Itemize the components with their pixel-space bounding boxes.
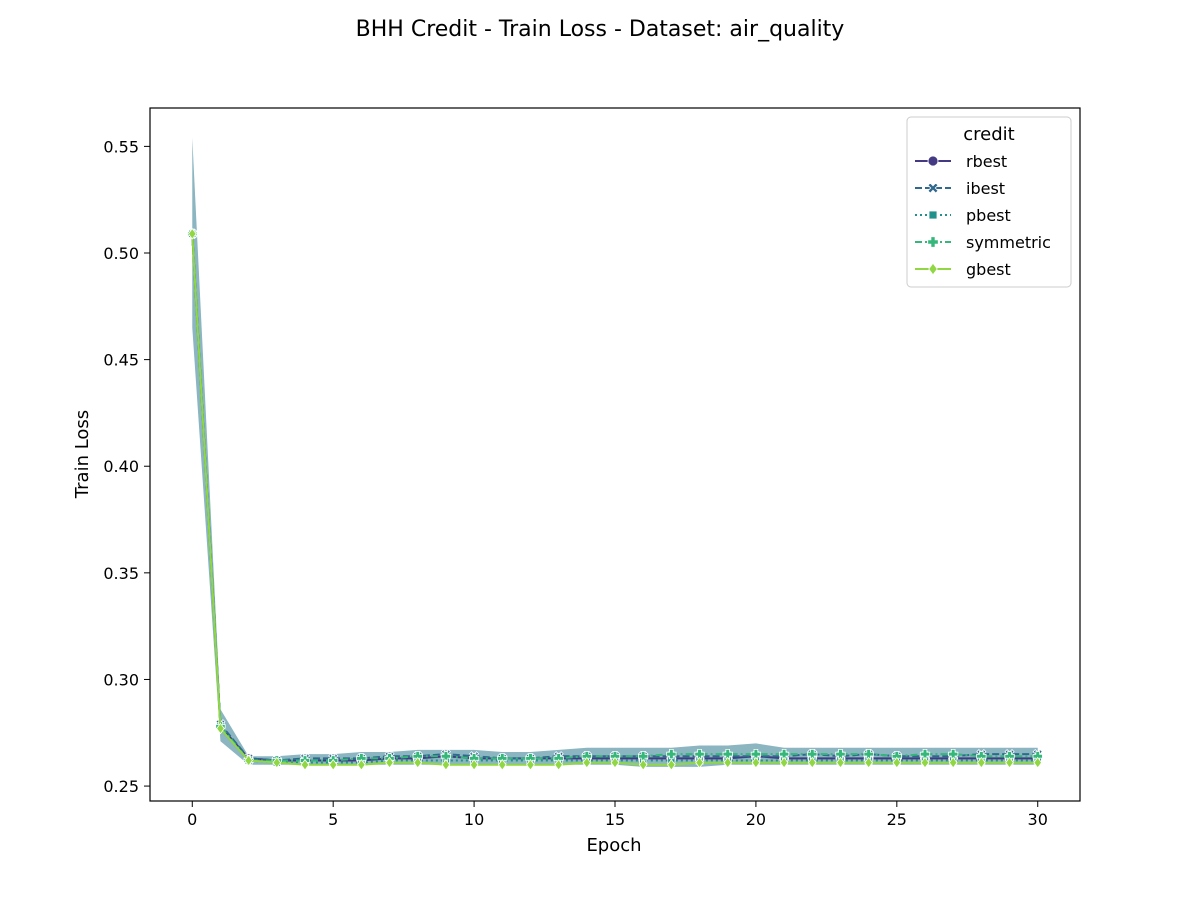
y-tick-label: 0.55 bbox=[103, 137, 139, 156]
legend-label-ibest: ibest bbox=[966, 179, 1005, 198]
data-point-gbest bbox=[469, 758, 479, 771]
legend-marker-pbest bbox=[928, 210, 938, 220]
data-point-symmetric bbox=[750, 748, 762, 760]
data-point-gbest bbox=[977, 756, 986, 769]
data-point-gbest bbox=[751, 756, 761, 769]
data-point-gbest bbox=[892, 756, 902, 769]
series-line-rbest bbox=[191, 233, 1038, 762]
data-point-gbest bbox=[526, 758, 535, 771]
data-point-gbest bbox=[554, 758, 563, 771]
y-axis-label: Train Loss bbox=[72, 410, 93, 499]
data-point-gbest bbox=[948, 756, 958, 769]
series-line-symmetric bbox=[191, 233, 1038, 762]
legend-label-gbest: gbest bbox=[966, 260, 1011, 279]
legend-marker-rbest bbox=[927, 155, 939, 167]
data-point-symmetric bbox=[638, 751, 649, 762]
y-tick-label: 0.50 bbox=[103, 244, 139, 263]
data-point-symmetric bbox=[778, 748, 790, 760]
y-tick-label: 0.30 bbox=[103, 670, 139, 689]
x-tick-label: 25 bbox=[887, 810, 907, 829]
x-tick-label: 0 bbox=[187, 810, 197, 829]
x-tick-label: 5 bbox=[328, 810, 338, 829]
y-tick-label: 0.25 bbox=[103, 777, 139, 796]
data-point-gbest bbox=[695, 756, 704, 769]
plot-area: 0 5 10 15 20 25 30 0.25 0.30 0.35 0.40 0.45 0.50 0.55 bbox=[103, 107, 1081, 829]
data-point-gbest bbox=[497, 758, 507, 771]
x-tick-label: 30 bbox=[1028, 810, 1048, 829]
data-point-symmetric bbox=[919, 748, 931, 760]
series-line-gbest bbox=[191, 233, 1038, 766]
data-point-symmetric bbox=[807, 748, 818, 760]
data-point-gbest bbox=[413, 756, 423, 769]
data-point-symmetric bbox=[722, 748, 733, 760]
legend-frame bbox=[906, 116, 1072, 288]
data-point-gbest bbox=[610, 756, 620, 769]
data-point-gbest bbox=[244, 754, 253, 767]
x-tick-label: 10 bbox=[464, 810, 484, 829]
data-point-gbest bbox=[920, 756, 930, 769]
legend-marker-ibest bbox=[927, 182, 939, 194]
data-point-gbest bbox=[638, 758, 648, 771]
data-point-gbest bbox=[582, 756, 592, 769]
x-axis-label: Epoch bbox=[586, 835, 641, 856]
data-point-gbest bbox=[441, 758, 451, 771]
y-tick-label: 0.35 bbox=[103, 564, 139, 583]
series-line-ibest bbox=[191, 233, 1038, 762]
data-point-symmetric bbox=[694, 748, 705, 760]
legend-marker-gbest bbox=[928, 262, 938, 276]
chart-title: BHH Credit - Train Loss - Dataset: air_q… bbox=[356, 17, 845, 42]
data-point-gbest bbox=[723, 756, 733, 769]
y-tick-label: 0.45 bbox=[103, 351, 139, 370]
data-point-gbest bbox=[779, 756, 789, 769]
y-tick-label: 0.40 bbox=[103, 457, 139, 476]
series-line-pbest bbox=[191, 233, 1038, 764]
data-point-gbest bbox=[328, 758, 338, 771]
data-point-gbest bbox=[216, 722, 225, 735]
legend-label-symmetric: symmetric bbox=[966, 233, 1051, 252]
data-point-symmetric bbox=[666, 748, 677, 760]
data-point-gbest bbox=[1005, 756, 1014, 769]
data-point-gbest bbox=[1033, 756, 1043, 769]
data-point-gbest bbox=[300, 758, 310, 771]
x-tick-label: 15 bbox=[605, 810, 625, 829]
legend-title: credit bbox=[963, 124, 1014, 145]
data-point-gbest bbox=[864, 756, 873, 769]
data-point-symmetric bbox=[863, 748, 874, 760]
data-point-gbest bbox=[667, 758, 676, 771]
data-point-symmetric bbox=[948, 748, 959, 760]
data-point-gbest bbox=[385, 756, 394, 769]
data-point-gbest bbox=[807, 756, 817, 769]
data-point-symmetric bbox=[835, 748, 846, 760]
data-point-gbest bbox=[836, 756, 845, 769]
data-point-gbest bbox=[187, 227, 197, 240]
data-point-symmetric bbox=[440, 751, 452, 762]
legend: credit rbest ibest pbest symmetric gbest bbox=[906, 116, 1072, 288]
legend-label-rbest: rbest bbox=[966, 152, 1007, 171]
legend-marker-symmetric bbox=[927, 236, 939, 248]
x-tick-label: 20 bbox=[746, 810, 766, 829]
data-point-gbest bbox=[272, 756, 282, 769]
legend-label-pbest: pbest bbox=[966, 206, 1011, 225]
data-point-gbest bbox=[357, 758, 366, 771]
